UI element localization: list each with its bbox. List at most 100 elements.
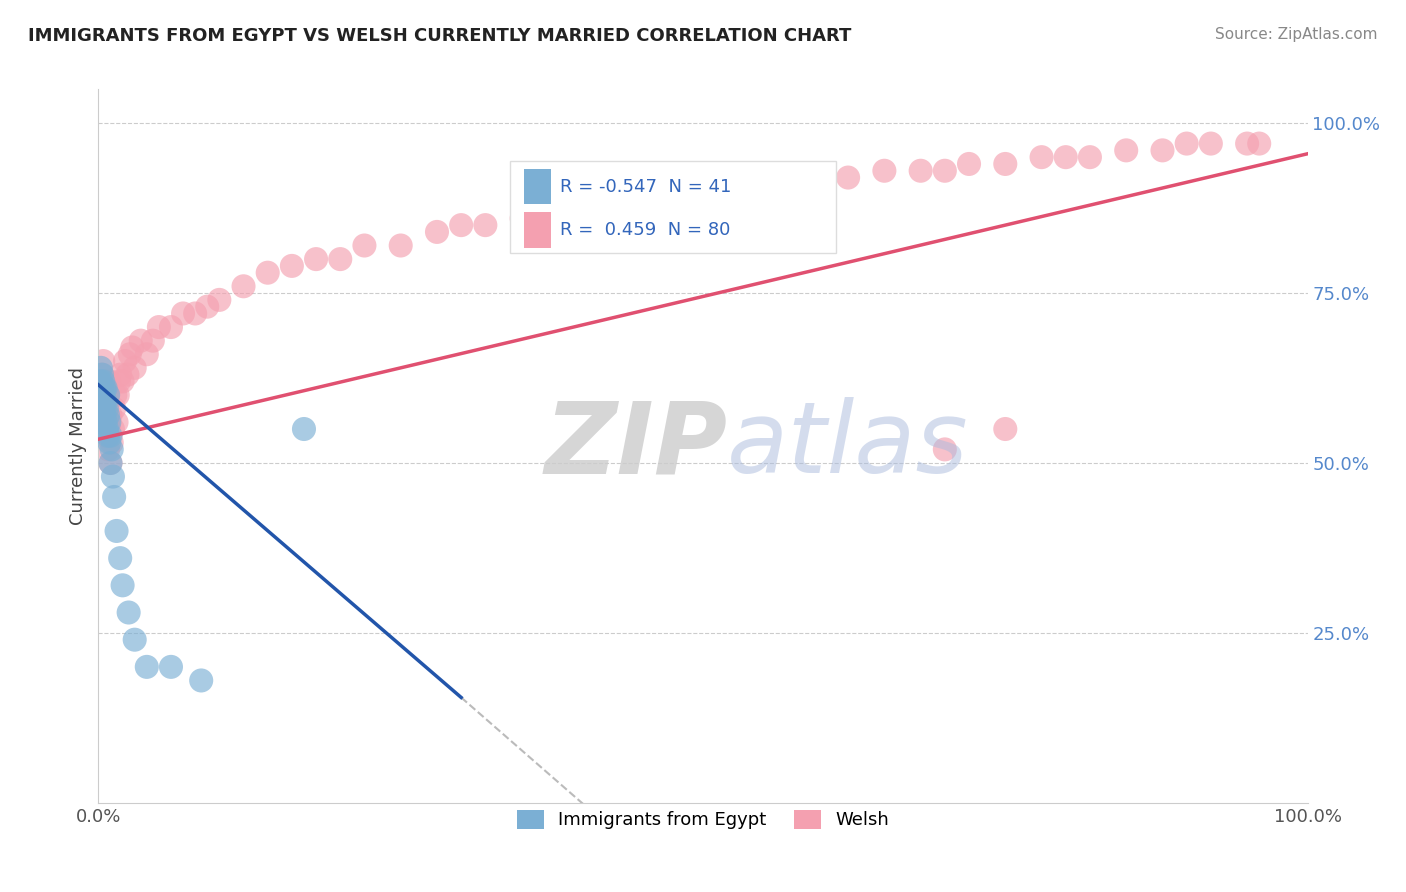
Point: [103, 490, 125, 504]
Point: [96, 375, 118, 389]
Point: [89, 375, 111, 389]
Bar: [524, 169, 551, 204]
Point: [93, 401, 115, 416]
Point: [124, 632, 146, 647]
Bar: [524, 212, 551, 248]
Point: [934, 442, 956, 457]
Point: [100, 429, 122, 443]
Point: [118, 347, 141, 361]
Point: [305, 252, 328, 266]
Point: [450, 218, 472, 232]
Point: [142, 334, 165, 348]
Point: [97, 442, 120, 457]
Point: [426, 225, 449, 239]
FancyBboxPatch shape: [509, 161, 837, 253]
Point: [90, 375, 112, 389]
Point: [97, 388, 120, 402]
Text: R =  0.459  N = 80: R = 0.459 N = 80: [561, 221, 731, 239]
Point: [571, 204, 593, 219]
Point: [1236, 136, 1258, 151]
Point: [1031, 150, 1053, 164]
Point: [547, 204, 569, 219]
Point: [91, 375, 114, 389]
Point: [97, 429, 120, 443]
Point: [160, 320, 183, 334]
Point: [595, 198, 617, 212]
Point: [256, 266, 278, 280]
Point: [994, 157, 1017, 171]
Point: [934, 163, 956, 178]
Point: [107, 388, 129, 402]
Point: [716, 184, 738, 198]
Point: [1054, 150, 1077, 164]
Text: IMMIGRANTS FROM EGYPT VS WELSH CURRENTLY MARRIED CORRELATION CHART: IMMIGRANTS FROM EGYPT VS WELSH CURRENTLY…: [28, 27, 852, 45]
Point: [98, 422, 121, 436]
Point: [94, 388, 117, 402]
Point: [89, 388, 111, 402]
Point: [100, 442, 122, 457]
Point: [957, 157, 980, 171]
Point: [91, 368, 114, 382]
Point: [104, 388, 127, 402]
Point: [93, 381, 115, 395]
Point: [101, 469, 124, 483]
Point: [94, 381, 117, 395]
Point: [195, 300, 218, 314]
Point: [292, 422, 315, 436]
Point: [118, 606, 141, 620]
Point: [93, 375, 115, 389]
Point: [129, 334, 152, 348]
Point: [994, 422, 1017, 436]
Point: [329, 252, 352, 266]
Point: [668, 191, 690, 205]
Point: [1115, 144, 1137, 158]
Point: [160, 660, 183, 674]
Point: [90, 375, 112, 389]
Point: [93, 401, 115, 416]
Point: [208, 293, 231, 307]
Point: [837, 170, 859, 185]
Point: [353, 238, 375, 252]
Point: [91, 381, 114, 395]
Point: [184, 306, 207, 320]
Point: [90, 388, 112, 402]
Point: [389, 238, 412, 252]
Point: [91, 401, 114, 416]
Point: [89, 401, 111, 416]
Point: [100, 409, 122, 423]
Point: [90, 388, 112, 402]
Text: atlas: atlas: [727, 398, 969, 494]
Point: [108, 368, 131, 382]
Point: [789, 178, 811, 192]
Point: [124, 360, 146, 375]
Point: [96, 401, 118, 416]
Point: [93, 409, 115, 423]
Point: [281, 259, 304, 273]
Point: [97, 409, 120, 423]
Point: [96, 409, 118, 423]
Point: [873, 163, 896, 178]
Point: [631, 198, 654, 212]
Point: [105, 524, 128, 538]
Point: [111, 578, 134, 592]
Point: [108, 375, 131, 389]
Point: [117, 368, 139, 382]
Point: [100, 456, 122, 470]
Point: [114, 354, 136, 368]
Point: [765, 178, 787, 192]
Point: [111, 375, 134, 389]
Point: [91, 388, 114, 402]
Point: [91, 394, 114, 409]
Point: [1175, 136, 1198, 151]
Point: [474, 218, 496, 232]
Point: [96, 422, 118, 436]
Point: [510, 211, 533, 226]
Point: [121, 341, 143, 355]
Point: [172, 306, 194, 320]
Point: [91, 368, 114, 382]
Point: [94, 394, 117, 409]
Point: [97, 388, 120, 402]
Point: [98, 435, 121, 450]
Point: [91, 354, 114, 368]
Point: [1249, 136, 1271, 151]
